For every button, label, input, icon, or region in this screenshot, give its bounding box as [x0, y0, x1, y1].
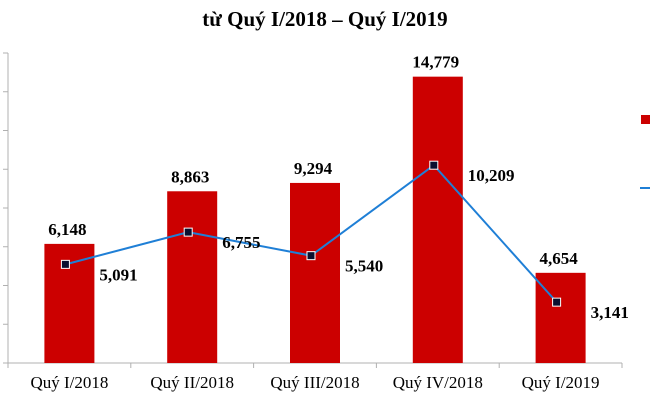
- line-point: [60, 259, 70, 269]
- line-value-label: 10,209: [468, 166, 515, 185]
- x-axis-tick-label: Quý I/2018: [30, 373, 108, 392]
- line-value-label: 6,755: [222, 233, 260, 252]
- axes: [3, 52, 623, 368]
- line-value-label: 5,540: [345, 257, 383, 276]
- line-point: [306, 251, 316, 261]
- chart-title: từ Quý I/2018 – Quý I/2019: [202, 7, 447, 31]
- bar-value-label: 6,148: [48, 220, 86, 239]
- x-axis-tick-label: Quý II/2018: [150, 373, 234, 392]
- bar-value-label: 8,863: [171, 167, 209, 186]
- bar-series: 6,148 8,863 9,294 14,779 4,654: [44, 53, 586, 364]
- x-axis-tick-label: Quý IV/2018: [393, 373, 483, 392]
- legend-swatch-bar: [641, 115, 650, 124]
- bar-value-label: 14,779: [412, 53, 459, 72]
- legend: [640, 115, 650, 189]
- line-value-label: 5,091: [99, 265, 137, 284]
- line-series: 5,091 6,755 5,540 10,209 3,141: [60, 160, 629, 322]
- bar-value-label: 4,654: [539, 249, 578, 268]
- x-axis-tick-label: Quý III/2018: [270, 373, 359, 392]
- x-axis-tick-labels: Quý I/2018 Quý II/2018 Quý III/2018 Quý IV/…: [30, 373, 599, 392]
- bar: [167, 191, 218, 363]
- line-point: [429, 160, 439, 170]
- line-point: [552, 297, 562, 307]
- line-point: [183, 227, 193, 237]
- bar: [290, 182, 340, 363]
- x-axis-tick-label: Quý I/2019: [522, 373, 600, 392]
- bar-value-label: 9,294: [294, 159, 333, 178]
- line-value-label: 3,141: [591, 303, 629, 322]
- bar: [412, 76, 463, 364]
